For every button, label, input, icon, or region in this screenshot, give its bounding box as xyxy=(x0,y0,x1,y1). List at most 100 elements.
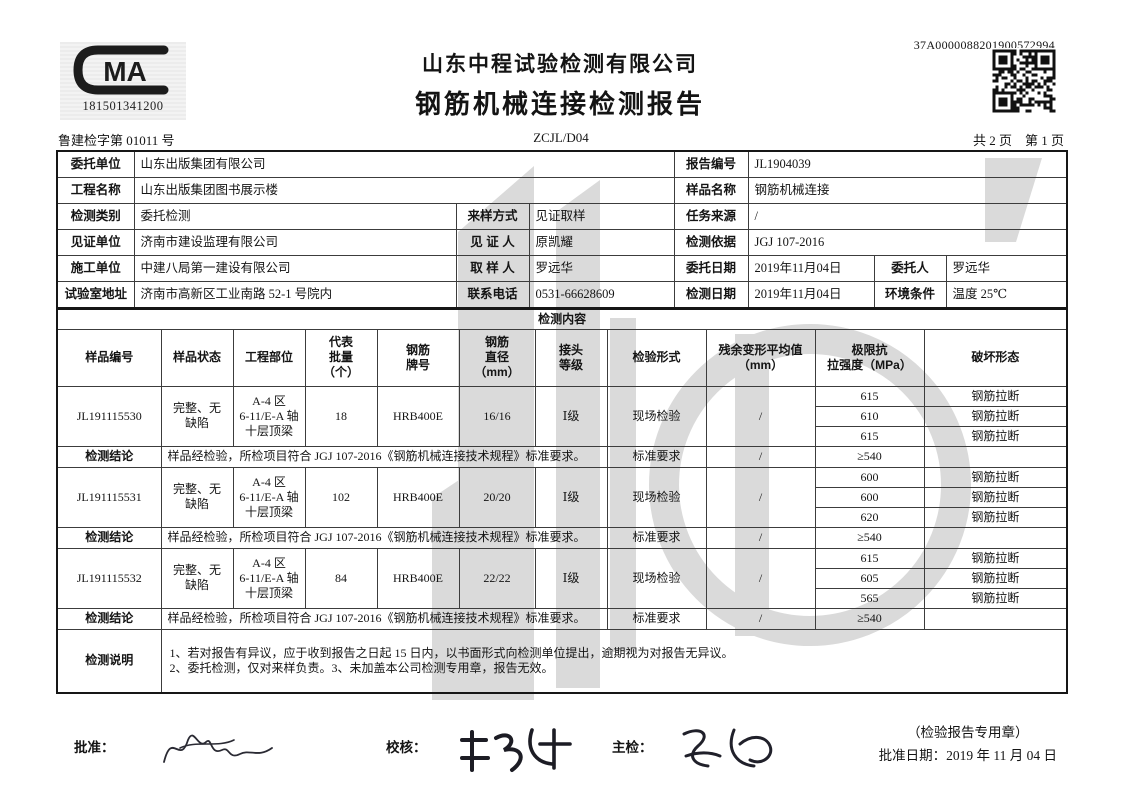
certificate-number: 鲁建检字第 01011 号 xyxy=(58,133,175,148)
cma-number: 181501341200 xyxy=(82,99,164,113)
sample-name-value: 钢筋机械连接 xyxy=(747,177,1068,204)
info-row: 工程名称 山东出版集团图书展示楼 样品名称 钢筋机械连接 xyxy=(56,177,1068,204)
info-row: 施工单位 中建八局第一建设有限公司 取 样 人 罗远华 委托日期 2019年11… xyxy=(56,255,1068,282)
residual-requirement: / xyxy=(705,526,816,549)
check-signature xyxy=(460,728,572,772)
sample-form: 现场检验 xyxy=(606,385,707,447)
results-table: 检测内容 样品编号 样品状态 工程部位 代表 批量 （个） 钢筋 牌号 钢筋 直… xyxy=(56,308,1069,694)
residual-requirement: / xyxy=(705,445,816,468)
notes-label: 检测说明 xyxy=(56,628,162,693)
sample-row: 610 钢筋拉断 xyxy=(57,405,1068,427)
sample-level: Ⅰ级 xyxy=(534,466,608,528)
sample-row: 600 钢筋拉断 xyxy=(57,486,1068,508)
failure-cell: 钢筋拉断 xyxy=(923,405,1068,427)
sample-diameter: 22/22 xyxy=(458,547,536,609)
notes-line-1: 1、若对报告有异议，应于收到报告之日起 15 日内，以书面形式向检测单位提出，逾… xyxy=(169,645,734,660)
notes-text: 1、若对报告有异议，应于收到报告之日起 15 日内，以书面形式向检测单位提出，逾… xyxy=(160,628,1068,693)
requirement-label: 标准要求 xyxy=(606,607,707,630)
info-row: 见证单位 济南市建设监理有限公司 见 证 人 原凯耀 检测依据 JGJ 107-… xyxy=(56,229,1068,256)
sample-form: 现场检验 xyxy=(606,466,707,528)
client-label: 委托单位 xyxy=(56,150,135,178)
strength-requirement: ≥540 xyxy=(814,607,925,630)
sample-state: 完整、无 缺陷 xyxy=(160,466,234,528)
builder-label: 施工单位 xyxy=(56,255,135,282)
strength-cell: 605 xyxy=(814,567,925,589)
lab-address-label: 试验室地址 xyxy=(56,281,135,309)
info-row: 试验室地址 济南市高新区工业南路 52-1 号院内 联系电话 0531-6662… xyxy=(56,281,1068,309)
sample-grade: HRB400E xyxy=(376,385,460,447)
results-header-row: 样品编号 样品状态 工程部位 代表 批量 （个） 钢筋 牌号 钢筋 直径 （mm… xyxy=(56,328,1068,387)
sample-location: A-4 区 6-11/E-A 轴 十层顶梁 xyxy=(232,385,306,447)
strength-cell: 620 xyxy=(814,506,925,528)
strength-cell: 615 xyxy=(814,385,925,407)
col-sample-id: 样品编号 xyxy=(56,328,162,387)
col-grade: 钢筋 牌号 xyxy=(376,328,460,387)
sample-batch: 18 xyxy=(304,385,378,447)
seal-note: （检验报告专用章） xyxy=(907,725,1029,740)
col-strength: 极限抗 拉强度（MPa） xyxy=(814,328,925,387)
report-no-label: 报告编号 xyxy=(673,150,749,178)
requirement-label: 标准要求 xyxy=(606,526,707,549)
company-name: 山东中程试验检测有限公司 xyxy=(422,53,698,76)
sample-state: 完整、无 缺陷 xyxy=(160,547,234,609)
qr-code xyxy=(991,48,1057,114)
strength-cell: 615 xyxy=(814,425,925,447)
sample-residual: / xyxy=(705,547,816,609)
failure-cell: 钢筋拉断 xyxy=(923,385,1068,407)
col-form: 检验形式 xyxy=(606,328,707,387)
task-source-label: 任务来源 xyxy=(673,203,749,230)
notes-row: 检测说明 1、若对报告有异议，应于收到报告之日起 15 日内，以书面形式向检测单… xyxy=(56,628,1068,693)
failure-cell: 钢筋拉断 xyxy=(923,466,1068,488)
failure-cell: 钢筋拉断 xyxy=(923,506,1068,528)
info-table: 委托单位 山东出版集团有限公司 报告编号 JL1904039 工程名称 山东出版… xyxy=(56,150,1069,309)
conclusion-label: 检测结论 xyxy=(56,607,162,630)
empty-cell xyxy=(923,445,1068,468)
sample-name-label: 样品名称 xyxy=(673,177,749,204)
check-label: 校核： xyxy=(386,740,427,755)
approve-date: 批准日期：2019 年 11 月 04 日 xyxy=(878,747,1057,763)
sample-row: JL191115531 完整、无 缺陷 A-4 区 6-11/E-A 轴 十层顶… xyxy=(56,466,1068,528)
commission-date-value: 2019年11月04日 xyxy=(747,255,875,282)
basis-value: JGJ 107-2016 xyxy=(747,229,1068,256)
project-value: 山东出版集团图书展示楼 xyxy=(133,177,675,204)
environment-value: 温度 25℃ xyxy=(945,281,1068,309)
sample-id: JL191115531 xyxy=(56,466,162,528)
inspect-signature xyxy=(682,728,773,768)
report-no-value: JL1904039 xyxy=(747,150,1068,178)
conclusion-label: 检测结论 xyxy=(56,445,162,468)
seal-block: （检验报告专用章） 批准日期：2019 年 11 月 04 日 xyxy=(879,722,1057,768)
conclusion-text: 样品经检验，所检项目符合 JGJ 107-2016《钢筋机械连接技术规程》标准要… xyxy=(160,445,608,468)
witness-label: 见 证 人 xyxy=(455,229,530,256)
sampler-value: 罗远华 xyxy=(528,255,675,282)
inspect-label: 主检： xyxy=(612,740,653,755)
strength-requirement: ≥540 xyxy=(814,445,925,468)
failure-cell: 钢筋拉断 xyxy=(923,567,1068,589)
document-code: ZCJL/D04 xyxy=(533,130,589,145)
sample-row: JL191115532 完整、无 缺陷 A-4 区 6-11/E-A 轴 十层顶… xyxy=(56,547,1068,609)
approve-label: 批准： xyxy=(74,740,115,755)
section-band: 检测内容 xyxy=(56,308,1068,330)
failure-cell: 钢筋拉断 xyxy=(923,425,1068,447)
svg-text:MA: MA xyxy=(103,56,147,87)
sample-row: 605 钢筋拉断 xyxy=(57,567,1068,589)
basis-label: 检测依据 xyxy=(673,229,749,256)
principal-value: 罗远华 xyxy=(945,255,1068,282)
approve-signature xyxy=(163,734,273,763)
principal-label: 委托人 xyxy=(873,255,947,282)
conclusion-row: 检测结论 样品经检验，所检项目符合 JGJ 107-2016《钢筋机械连接技术规… xyxy=(56,445,1068,468)
col-diameter: 钢筋 直径 （mm） xyxy=(458,328,536,387)
sample-batch: 84 xyxy=(304,547,378,609)
sample-id: JL191115530 xyxy=(56,385,162,447)
strength-cell: 610 xyxy=(814,405,925,427)
sample-level: Ⅰ级 xyxy=(534,385,608,447)
col-state: 样品状态 xyxy=(160,328,234,387)
environment-label: 环境条件 xyxy=(873,281,947,309)
failure-cell: 钢筋拉断 xyxy=(923,547,1068,569)
subheader-row: 鲁建检字第 01011 号 ZCJL/D04 共 2 页 第 1 页 xyxy=(56,130,1066,148)
conclusion-row: 检测结论 样品经检验，所检项目符合 JGJ 107-2016《钢筋机械连接技术规… xyxy=(56,607,1068,630)
info-row: 检测类别 委托检测 来样方式 见证取样 任务来源 / xyxy=(56,203,1068,230)
witness-value: 原凯耀 xyxy=(528,229,675,256)
sample-batch: 102 xyxy=(304,466,378,528)
sample-location: A-4 区 6-11/E-A 轴 十层顶梁 xyxy=(232,547,306,609)
